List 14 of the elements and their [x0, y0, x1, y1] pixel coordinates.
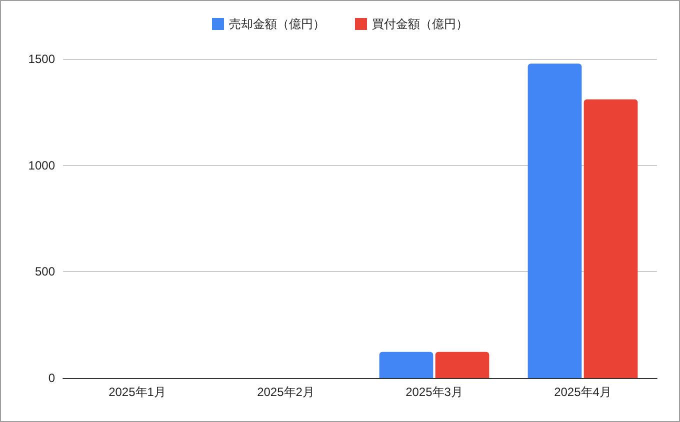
- legend-label: 買付金額（億円）: [372, 17, 468, 31]
- x-tick-label: 2025年4月: [554, 385, 612, 399]
- x-tick-label: 2025年3月: [406, 385, 463, 399]
- bar: [379, 352, 434, 378]
- legend-label: 売却金額（億円）: [229, 17, 325, 31]
- bar: [435, 352, 490, 378]
- y-tick-label: 1500: [28, 52, 56, 66]
- bar: [584, 99, 638, 378]
- bar: [528, 64, 582, 378]
- x-tick-label: 2025年2月: [257, 385, 314, 399]
- y-tick-label: 0: [48, 371, 56, 385]
- y-tick-label: 1000: [28, 158, 56, 172]
- y-tick-label: 500: [34, 264, 56, 279]
- x-tick-label: 2025年1月: [108, 385, 166, 399]
